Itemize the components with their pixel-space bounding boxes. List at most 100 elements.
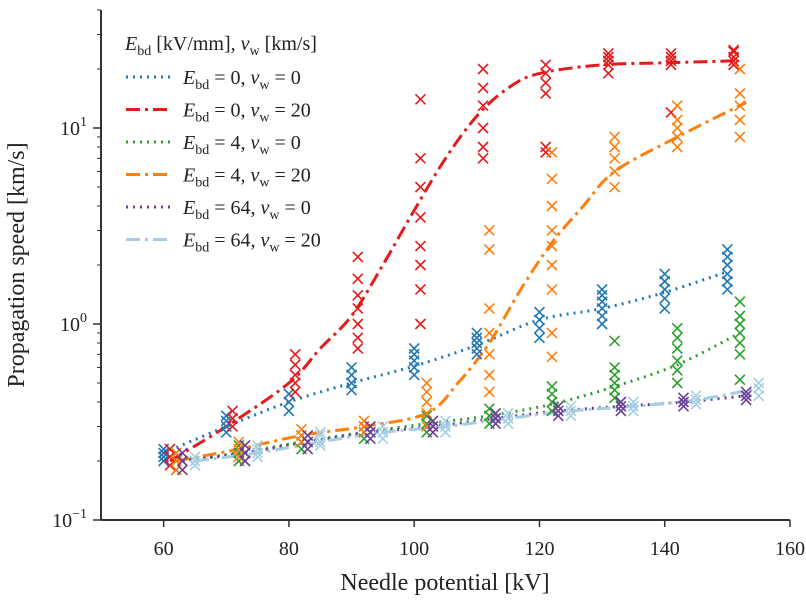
data-point bbox=[734, 100, 746, 112]
data-point bbox=[721, 243, 733, 256]
data-point bbox=[753, 377, 765, 389]
data-point bbox=[546, 240, 558, 252]
data-point bbox=[721, 283, 733, 296]
data-point bbox=[483, 224, 495, 237]
data-point bbox=[734, 310, 746, 322]
legend-entry-2: Ebd = 0, vw = 20 bbox=[126, 100, 311, 126]
y-tick-base: 10 bbox=[60, 314, 80, 336]
data-point bbox=[659, 302, 671, 315]
data-point bbox=[427, 420, 439, 433]
data-point bbox=[189, 459, 201, 471]
fit-line-5 bbox=[182, 394, 747, 463]
legend-v-symbol: v bbox=[251, 165, 260, 187]
legend-entry-label: Ebd = 4, vw = 0 bbox=[182, 132, 301, 158]
y-tick-base: 10 bbox=[52, 510, 72, 532]
fit-line-6 bbox=[194, 386, 759, 463]
legend-e-symbol: E bbox=[182, 132, 195, 154]
legend-v-value: = 0 bbox=[270, 67, 301, 89]
legend-title-v-symbol: v bbox=[241, 33, 250, 55]
data-point bbox=[189, 455, 201, 467]
legend-e-subscript: bd bbox=[195, 143, 209, 158]
data-point bbox=[753, 382, 765, 394]
data-point bbox=[609, 377, 621, 389]
data-point bbox=[414, 283, 427, 296]
legend-v-subscript: w bbox=[259, 78, 270, 93]
legend-v-value: = 20 bbox=[270, 100, 311, 122]
data-point bbox=[734, 296, 746, 308]
data-point bbox=[289, 377, 301, 389]
data-point bbox=[427, 415, 439, 427]
series-6-markers bbox=[189, 377, 765, 471]
data-point bbox=[414, 152, 427, 164]
data-point bbox=[596, 283, 608, 296]
data-point bbox=[533, 322, 546, 334]
data-point bbox=[414, 93, 427, 105]
data-point bbox=[602, 47, 614, 60]
legend-title-v-unit: [km/s] bbox=[260, 33, 317, 55]
y-tick-label: 10−1 bbox=[52, 507, 87, 532]
data-point bbox=[546, 380, 558, 393]
y-axis-label: Propagation speed [km/s] bbox=[4, 142, 30, 387]
data-point bbox=[552, 405, 564, 417]
data-point bbox=[615, 405, 627, 417]
data-point bbox=[164, 459, 176, 471]
legend-v-symbol: v bbox=[251, 100, 260, 122]
series-5-markers bbox=[176, 386, 752, 476]
data-point bbox=[609, 165, 621, 178]
data-point bbox=[609, 131, 621, 143]
x-tick-label: 80 bbox=[279, 538, 299, 560]
x-tick-label: 120 bbox=[524, 538, 554, 560]
data-point bbox=[483, 348, 495, 360]
data-point bbox=[352, 251, 364, 263]
y-tick-base: 10 bbox=[60, 118, 80, 140]
data-point bbox=[477, 63, 489, 75]
legend-e-value: = 64, bbox=[209, 197, 260, 219]
data-point bbox=[665, 51, 677, 63]
data-point bbox=[533, 306, 546, 318]
data-point bbox=[540, 77, 552, 89]
data-point bbox=[164, 443, 176, 455]
data-point bbox=[740, 390, 752, 402]
data-point bbox=[289, 386, 301, 398]
data-point bbox=[252, 439, 264, 452]
data-point bbox=[483, 403, 495, 415]
data-point bbox=[352, 342, 364, 355]
data-point bbox=[690, 398, 702, 410]
data-point bbox=[176, 455, 188, 467]
legend-v-value: = 20 bbox=[280, 230, 321, 252]
data-point bbox=[176, 464, 188, 476]
data-point bbox=[671, 364, 683, 376]
data-points-layer bbox=[158, 44, 765, 476]
data-point bbox=[352, 318, 364, 330]
data-point bbox=[690, 390, 702, 402]
legend-v-subscript: w bbox=[259, 176, 270, 191]
data-point bbox=[734, 87, 746, 100]
data-point bbox=[239, 455, 251, 467]
legend-e-value: = 64, bbox=[209, 230, 260, 252]
data-point bbox=[671, 332, 683, 344]
data-point bbox=[439, 415, 452, 427]
data-point bbox=[477, 82, 489, 94]
data-point bbox=[189, 451, 201, 463]
data-point bbox=[533, 332, 546, 344]
data-point bbox=[546, 173, 558, 185]
data-point bbox=[490, 412, 502, 424]
data-point bbox=[490, 407, 502, 419]
y-tick-label: 100 bbox=[60, 311, 87, 336]
data-point bbox=[671, 342, 683, 355]
data-point bbox=[728, 55, 740, 67]
data-point bbox=[220, 410, 232, 422]
data-point bbox=[471, 342, 483, 355]
legend-e-subscript: bd bbox=[195, 241, 209, 256]
data-point bbox=[314, 429, 326, 442]
data-point bbox=[728, 46, 740, 58]
data-point bbox=[734, 131, 746, 143]
data-point bbox=[671, 131, 683, 143]
legend-e-value: = 0, bbox=[209, 67, 250, 89]
data-point bbox=[677, 400, 690, 412]
data-point bbox=[546, 200, 558, 212]
data-point bbox=[421, 386, 433, 398]
legend-e-value: = 0, bbox=[209, 100, 250, 122]
